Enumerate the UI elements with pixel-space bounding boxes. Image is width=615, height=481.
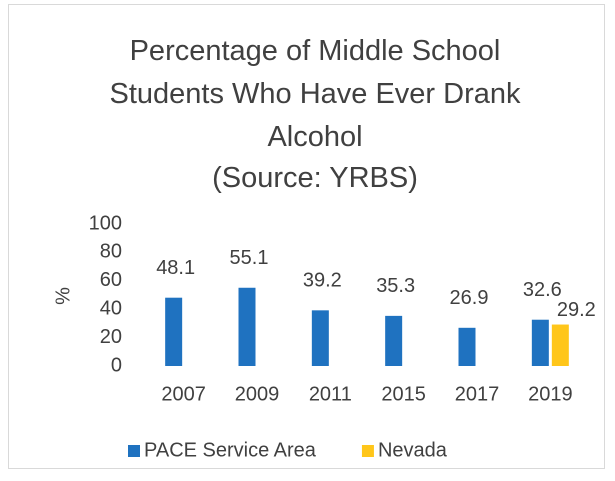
- bar: [385, 315, 403, 366]
- y-axis-label: %: [52, 287, 74, 305]
- data-label: 26.9: [450, 287, 489, 309]
- bar: [531, 319, 549, 366]
- chart-subtitle: (Source: YRBS): [212, 162, 418, 194]
- x-tick-label: 2017: [455, 383, 500, 405]
- x-tick-label: 2015: [381, 383, 426, 405]
- y-tick-label: 80: [100, 241, 122, 263]
- x-tick-label: 2007: [161, 383, 206, 405]
- y-tick-label: 0: [111, 354, 122, 376]
- data-label: 39.2: [303, 270, 342, 292]
- bar: [311, 310, 329, 366]
- data-label: 48.1: [156, 257, 195, 279]
- x-tick-label: 2011: [309, 383, 352, 405]
- bar: [238, 287, 256, 366]
- data-label: 29.2: [557, 299, 596, 321]
- y-tick-label: 20: [100, 326, 122, 348]
- x-tick-label: 2019: [528, 383, 573, 405]
- data-label: 55.1: [230, 247, 269, 269]
- bar: [458, 327, 476, 366]
- legend-label: Nevada: [378, 439, 448, 461]
- data-label: 35.3: [376, 275, 415, 297]
- data-label: 32.6: [523, 279, 562, 301]
- legend-label: PACE Service Area: [144, 439, 317, 461]
- bar: [165, 297, 183, 366]
- y-tick-label: 40: [100, 297, 122, 319]
- legend-swatch: [361, 445, 374, 457]
- y-tick-label: 100: [89, 212, 122, 234]
- chart-title: Percentage of Middle School Students Who…: [109, 35, 521, 153]
- x-tick-label: 2009: [235, 383, 280, 405]
- chart-border: [8, 4, 605, 469]
- legend-swatch: [128, 445, 140, 457]
- bar: [551, 324, 569, 366]
- y-tick-label: 60: [100, 269, 122, 291]
